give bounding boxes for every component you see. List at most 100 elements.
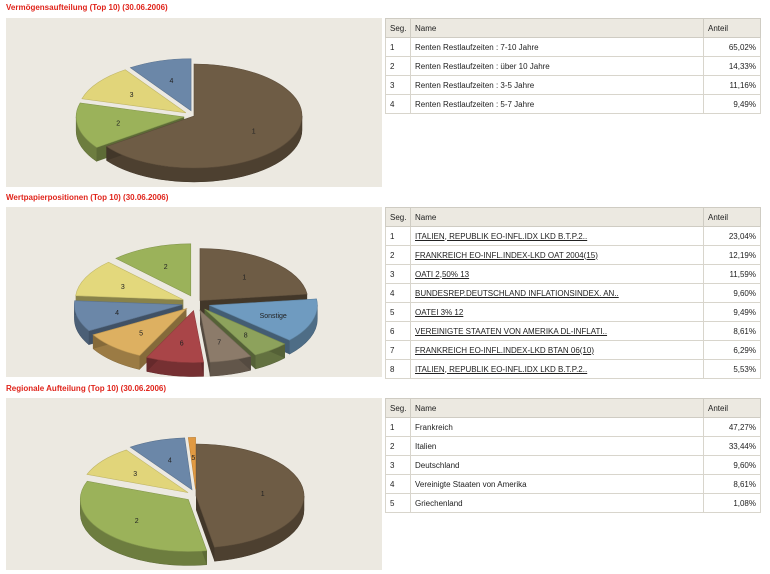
segment-number-cell: 6 bbox=[385, 321, 411, 341]
pie-slice-edge-1 bbox=[196, 496, 215, 562]
pie-slice-label: 3 bbox=[121, 284, 125, 291]
column-header-share: Anteil bbox=[703, 207, 761, 227]
pie-slice-4 bbox=[129, 437, 193, 491]
table-row[interactable]: 6 VEREINIGTE STAATEN VON AMERIKA DL-INFLA… bbox=[385, 321, 761, 341]
column-header-name: Name bbox=[410, 398, 704, 418]
security-link-cell[interactable]: FRANKREICH EO-INFL.INDEX-LKD BTAN 06(10) bbox=[410, 340, 704, 360]
pie-panel-regional-allocation: 1 2 3 4 5 bbox=[6, 398, 382, 570]
pie-chart-asset-allocation: 1 2 3 4 bbox=[75, 58, 303, 183]
security-link-cell[interactable]: OATEI 3% 12 bbox=[410, 302, 704, 322]
table-row: 4 Vereinigte Staaten von Amerika 8,61% bbox=[385, 474, 761, 494]
pie-slice-label: 5 bbox=[139, 330, 143, 337]
segment-number-cell: 2 bbox=[385, 436, 411, 456]
column-header-share: Anteil bbox=[703, 398, 761, 418]
segment-name: Griechenland bbox=[415, 498, 463, 508]
security-link[interactable]: OATI 2,50% 13 bbox=[415, 269, 470, 279]
table-row: 5 Griechenland 1,08% bbox=[385, 493, 761, 513]
security-link[interactable]: ITALIEN, REPUBLIK EO-INFL.IDX LKD B.T.P.… bbox=[415, 364, 588, 374]
security-link-cell[interactable]: VEREINIGTE STAATEN VON AMERIKA DL-INFLAT… bbox=[410, 321, 704, 341]
segment-number-cell: 4 bbox=[385, 474, 411, 494]
segment-number-cell: 3 bbox=[385, 455, 411, 475]
segment-number: 7 bbox=[390, 345, 395, 355]
table-row[interactable]: 8 ITALIEN, REPUBLIK EO-INFL.IDX LKD B.T.P… bbox=[385, 359, 761, 379]
segment-name-cell: Vereinigte Staaten von Amerika bbox=[410, 474, 704, 494]
security-link[interactable]: FRANKREICH EO-INFL.INDEX-LKD OAT 2004(15… bbox=[415, 250, 598, 260]
segment-number: 4 bbox=[390, 99, 395, 109]
table-row[interactable]: 2 FRANKREICH EO-INFL.INDEX-LKD OAT 2004(1… bbox=[385, 245, 761, 265]
table-row[interactable]: 7 FRANKREICH EO-INFL.INDEX-LKD BTAN 06(10… bbox=[385, 340, 761, 360]
pie-chart-security-positions: 1 Sonstige 8 7 6 5 4 3 2 bbox=[74, 243, 318, 377]
pie-slice-label: 5 bbox=[191, 455, 195, 462]
pie-slice-4 bbox=[74, 300, 183, 332]
security-link[interactable]: OATEI 3% 12 bbox=[415, 307, 464, 317]
share-value: 33,44% bbox=[728, 441, 756, 451]
share-value-cell: 65,02% bbox=[703, 37, 761, 57]
pie-slice-label: 2 bbox=[135, 518, 139, 525]
pie-slice-label: 4 bbox=[115, 310, 119, 317]
share-value: 6,29% bbox=[733, 345, 756, 355]
segment-name: Renten Restlaufzeiten : 7-10 Jahre bbox=[415, 42, 539, 52]
table-row[interactable]: 3 OATI 2,50% 13 11,59% bbox=[385, 264, 761, 284]
table-row: 3 Deutschland 9,60% bbox=[385, 455, 761, 475]
security-link-cell[interactable]: ITALIEN, REPUBLIK EO-INFL.IDX LKD B.T.P.… bbox=[410, 359, 704, 379]
pie-panel-asset-allocation: 1 2 3 4 bbox=[6, 18, 382, 187]
table-row[interactable]: 4 BUNDESREP.DEUTSCHLAND INFLATIONSINDEX. … bbox=[385, 283, 761, 303]
pie-slice-edge-7 bbox=[200, 310, 211, 377]
table-row: 3 Renten Restlaufzeiten : 3-5 Jahre 11,16% bbox=[385, 75, 761, 95]
segment-number: 3 bbox=[390, 460, 395, 470]
share-value: 9,49% bbox=[733, 307, 756, 317]
segment-name-cell: Deutschland bbox=[410, 455, 704, 475]
share-value-cell: 23,04% bbox=[703, 226, 761, 246]
pie-slice-label: 1 bbox=[261, 491, 265, 498]
share-value: 5,53% bbox=[733, 364, 756, 374]
pie-slice-label: 4 bbox=[168, 457, 172, 464]
section-title-asset-allocation: Vermögensaufteilung (Top 10) (30.06.2006… bbox=[6, 3, 168, 12]
security-link[interactable]: BUNDESREP.DEUTSCHLAND INFLATIONSINDEX. A… bbox=[415, 288, 619, 298]
pie-slice-label: 2 bbox=[116, 121, 120, 128]
segment-name: Renten Restlaufzeiten : 5-7 Jahre bbox=[415, 99, 535, 109]
security-link[interactable]: VEREINIGTE STAATEN VON AMERIKA DL-INFLAT… bbox=[415, 326, 608, 336]
pie-slice-label: Sonstige bbox=[260, 313, 287, 320]
table-security-positions: Seg. Name Anteil 1 ITALIEN, REPUBLIK EO-I… bbox=[385, 207, 761, 379]
share-value: 1,08% bbox=[733, 498, 756, 508]
security-link[interactable]: ITALIEN, REPUBLIK EO-INFL.IDX LKD B.T.P.… bbox=[415, 231, 588, 241]
section-title-regional-allocation: Regionale Aufteilung (Top 10) (30.06.200… bbox=[6, 384, 167, 393]
share-value-cell: 33,44% bbox=[703, 436, 761, 456]
segment-name-cell: Frankreich bbox=[410, 417, 704, 437]
share-value: 14,33% bbox=[728, 61, 756, 71]
pie-slice-4 bbox=[129, 58, 192, 112]
segment-name-cell: Renten Restlaufzeiten : über 10 Jahre bbox=[410, 56, 704, 76]
security-link-cell[interactable]: BUNDESREP.DEUTSCHLAND INFLATIONSINDEX. A… bbox=[410, 283, 704, 303]
share-value-cell: 6,29% bbox=[703, 340, 761, 360]
share-value: 23,04% bbox=[728, 231, 756, 241]
pie-slice-label: 3 bbox=[130, 92, 134, 99]
pie-slice-6 bbox=[146, 309, 204, 363]
segment-number: 3 bbox=[390, 269, 395, 279]
segment-number-cell: 1 bbox=[385, 37, 411, 57]
security-link-cell[interactable]: FRANKREICH EO-INFL.INDEX-LKD OAT 2004(15… bbox=[410, 245, 704, 265]
pie-slice-label: 6 bbox=[180, 340, 184, 347]
share-value: 11,59% bbox=[729, 269, 756, 279]
table-row[interactable]: 1 ITALIEN, REPUBLIK EO-INFL.IDX LKD B.T.P… bbox=[385, 226, 761, 246]
table-row[interactable]: 5 OATEI 3% 12 9,49% bbox=[385, 302, 761, 322]
pie-slice-3 bbox=[81, 69, 187, 114]
segment-number-cell: 3 bbox=[385, 75, 411, 95]
share-value-cell: 9,60% bbox=[703, 455, 761, 475]
segment-number: 1 bbox=[390, 422, 395, 432]
security-link[interactable]: FRANKREICH EO-INFL.INDEX-LKD BTAN 06(10) bbox=[415, 345, 594, 355]
pie-panel-security-positions: 1 Sonstige 8 7 6 5 4 3 2 bbox=[6, 207, 382, 377]
segment-name-cell: Renten Restlaufzeiten : 5-7 Jahre bbox=[410, 94, 704, 114]
pie-slice-1 bbox=[199, 248, 308, 301]
segment-number-cell: 2 bbox=[385, 56, 411, 76]
share-value-cell: 11,16% bbox=[703, 75, 761, 95]
column-header-name: Name bbox=[410, 207, 704, 227]
security-link-cell[interactable]: OATI 2,50% 13 bbox=[410, 264, 704, 284]
pie-slice-2 bbox=[115, 243, 192, 297]
segment-number: 2 bbox=[390, 61, 395, 71]
security-link-cell[interactable]: ITALIEN, REPUBLIK EO-INFL.IDX LKD B.T.P.… bbox=[410, 226, 704, 246]
share-value: 9,60% bbox=[733, 460, 756, 470]
table-row: 2 Italien 33,44% bbox=[385, 436, 761, 456]
share-value-cell: 8,61% bbox=[703, 321, 761, 341]
share-value-cell: 14,33% bbox=[703, 56, 761, 76]
pie-slice-8 bbox=[204, 308, 286, 356]
